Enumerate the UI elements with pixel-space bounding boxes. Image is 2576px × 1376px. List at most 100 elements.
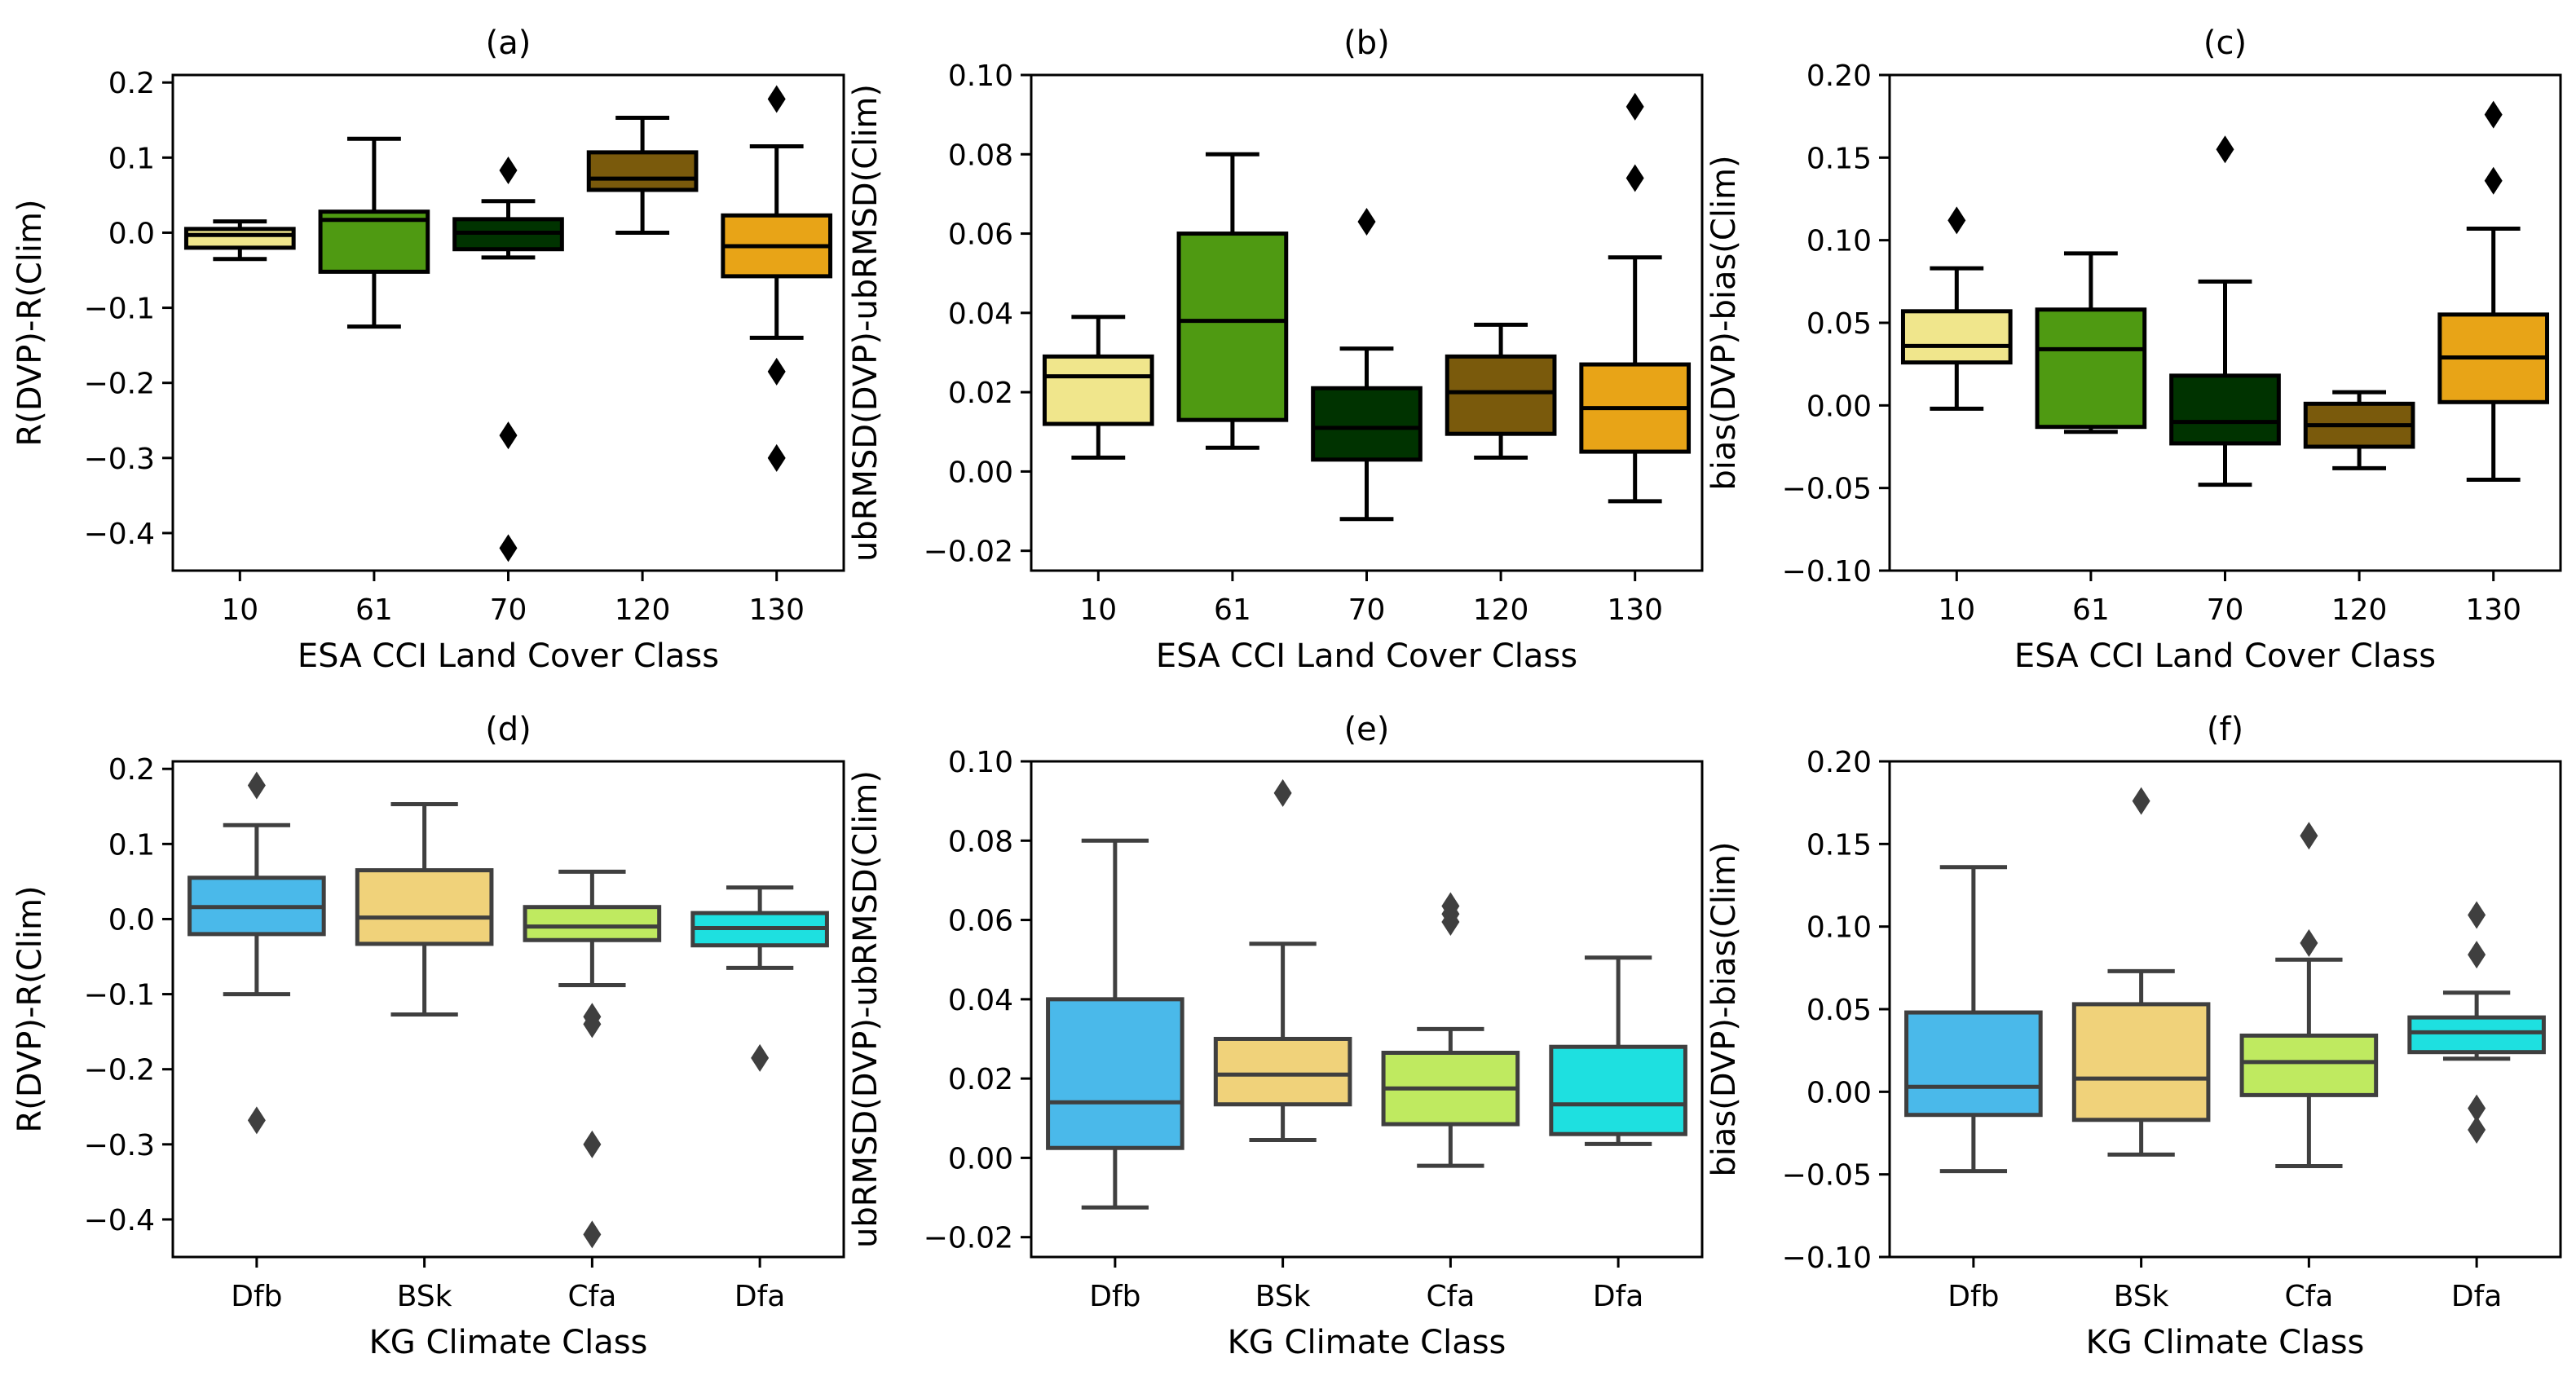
y-tick-label: 0.05 [1806, 307, 1872, 341]
y-tick-label: −0.05 [1782, 1159, 1872, 1193]
outlier-point [2216, 135, 2234, 164]
box-130 [721, 85, 833, 472]
x-tick-label: 130 [1607, 593, 1663, 627]
box-body [586, 150, 699, 192]
box-Dfa [1549, 955, 1687, 1146]
y-tick-label: −0.2 [84, 368, 155, 401]
box-body [1549, 1044, 1687, 1136]
y-tick-label: 0.1 [108, 142, 155, 175]
outlier-point [2484, 166, 2503, 195]
outlier-point [1625, 92, 1644, 121]
y-tick-label: 0.06 [948, 218, 1013, 252]
x-tick-label: 70 [1348, 593, 1386, 627]
x-tick-label: BSk [397, 1280, 452, 1313]
y-tick-label: 0.2 [108, 753, 155, 787]
y-tick-label: −0.1 [84, 293, 155, 326]
chart-title: (e) [1344, 711, 1390, 748]
y-tick-label: 0.02 [948, 377, 1013, 410]
chart-panel-5: (f) −0.10 −0.05 0.00 0.05 0.10 0.15 0.20 Dfb BSk C… [1705, 711, 2562, 1361]
outlier-point [499, 421, 518, 450]
box-10 [1042, 315, 1154, 460]
x-tick-label: 61 [355, 593, 393, 627]
box-70 [452, 156, 564, 562]
y-tick-label: 0.05 [1806, 994, 1872, 1027]
box-body [1046, 997, 1184, 1150]
y-tick-label: 0.04 [948, 984, 1013, 1017]
y-tick-label: 0.0 [108, 903, 155, 937]
y-tick-label: −0.3 [84, 1129, 155, 1162]
box-body [1213, 1036, 1352, 1107]
box-70 [2169, 135, 2281, 487]
outlier-point [499, 534, 518, 562]
y-tick-label: 0.08 [948, 139, 1013, 172]
y-axis-label: ubRMSD(DVP)-ubRMSD(Clim) [847, 84, 884, 562]
chart-title: (c) [2203, 24, 2247, 62]
y-tick-label: −0.10 [1782, 1241, 1872, 1275]
plot-frame [1888, 760, 2562, 1259]
box-120 [586, 116, 699, 235]
box-10 [183, 219, 296, 262]
y-tick-label: 0.20 [1806, 60, 1872, 93]
box-Dfa [690, 885, 829, 1072]
x-tick-label: 130 [2465, 593, 2521, 627]
x-tick-label: BSk [2114, 1280, 2169, 1313]
box-130 [1579, 92, 1692, 504]
box-61 [1176, 152, 1289, 450]
x-axis-label: KG Climate Class [369, 1324, 648, 1361]
x-tick-label: 70 [2207, 593, 2244, 627]
x-axis-label: KG Climate Class [2086, 1324, 2365, 1361]
box-body [1176, 232, 1289, 422]
outlier-point [2468, 901, 2486, 929]
y-tick-label: 0.08 [948, 825, 1013, 858]
outlier-point [2132, 787, 2150, 815]
box-body [1904, 1010, 2043, 1118]
y-tick-label: 0.10 [948, 746, 1013, 779]
outlier-point [499, 156, 518, 184]
outlier-point [2300, 928, 2318, 957]
outlier-point [2468, 941, 2486, 969]
box-130 [2437, 100, 2550, 483]
y-tick-label: 0.15 [1806, 828, 1872, 862]
x-tick-label: 61 [1214, 593, 1251, 627]
x-axis-label: ESA CCI Land Cover Class [2014, 637, 2436, 675]
outlier-point [2300, 822, 2318, 850]
y-axis-label: R(DVP)-R(Clim) [11, 199, 49, 446]
outlier-point [247, 1106, 266, 1135]
outlier-point [2468, 1115, 2486, 1144]
y-tick-label: 0.00 [948, 1142, 1013, 1175]
y-tick-label: −0.4 [84, 518, 155, 551]
y-tick-label: 0.06 [948, 905, 1013, 938]
outlier-point [1947, 206, 1966, 235]
x-tick-label: Dfa [1593, 1280, 1643, 1313]
x-tick-label: 120 [2331, 593, 2388, 627]
box-body [1042, 354, 1154, 426]
x-tick-label: BSk [1255, 1280, 1311, 1313]
x-tick-label: Dfa [734, 1280, 785, 1313]
box-body [1445, 354, 1557, 436]
box-Cfa [1381, 892, 1520, 1168]
outlier-point [1441, 892, 1460, 920]
x-tick-label: Cfa [1426, 1280, 1475, 1313]
chart-panel-4: (e) −0.02 0.00 0.02 0.04 0.06 0.08 0.10 Dfb BSk Cf… [847, 711, 1704, 1361]
y-axis-label: bias(DVP)-bias(Clim) [1705, 155, 1743, 490]
box-body [183, 227, 296, 250]
plot-frame [1030, 760, 1704, 1259]
chart-panel-1: (b) −0.02 0.00 0.02 0.04 0.06 0.08 0.10 10 61 70 12… [847, 24, 1704, 675]
y-tick-label: 0.10 [948, 60, 1013, 93]
y-axis-label: ubRMSD(DVP)-ubRMSD(Clim) [847, 770, 884, 1248]
box-body [2407, 1015, 2546, 1055]
box-body [2169, 373, 2281, 446]
box-BSk [2071, 787, 2211, 1157]
x-tick-label: 120 [615, 593, 671, 627]
plot-frame [1030, 73, 1704, 572]
chart-panel-2: (c) −0.10 −0.05 0.00 0.05 0.10 0.15 0.20 10 61 70 1… [1705, 24, 2562, 675]
chart-title: (a) [486, 24, 532, 62]
outlier-point [2484, 100, 2503, 129]
chart-title: (f) [2207, 711, 2243, 748]
y-tick-label: 0.0 [108, 217, 155, 250]
plot-frame [171, 73, 845, 572]
outlier-point [583, 1130, 602, 1158]
box-body [2071, 1002, 2211, 1122]
box-Dfb [1046, 838, 1184, 1210]
y-tick-label: 0.2 [108, 67, 155, 100]
